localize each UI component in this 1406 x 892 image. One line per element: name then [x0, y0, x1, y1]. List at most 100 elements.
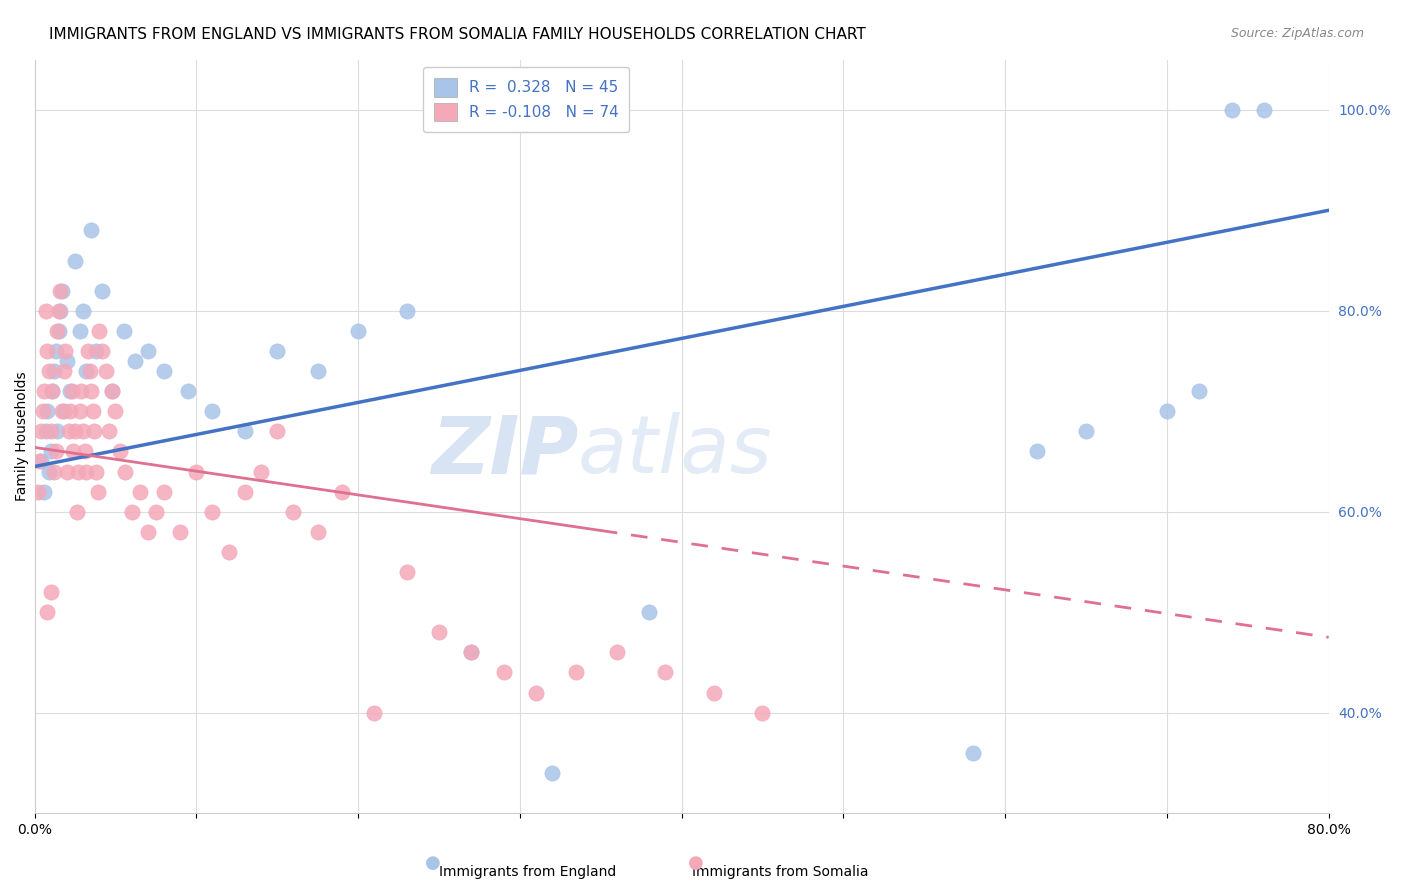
Point [30, 454, 52, 468]
Point [72, 303, 94, 318]
Point [70, 384, 93, 399]
Point [30, 425, 52, 439]
Point [112, 324, 135, 338]
Point [49, 284, 72, 298]
Point [45, 343, 67, 358]
Point [75, 465, 97, 479]
Point [121, 505, 143, 519]
Point [201, 505, 224, 519]
Point [89, 324, 111, 338]
Point [307, 524, 329, 539]
Point [65, 505, 87, 519]
Text: Source: ZipAtlas.com: Source: ZipAtlas.com [1230, 27, 1364, 40]
Text: IMMIGRANTS FROM ENGLAND VS IMMIGRANTS FROM SOMALIA FAMILY HOUSEHOLDS CORRELATION: IMMIGRANTS FROM ENGLAND VS IMMIGRANTS FR… [49, 27, 866, 42]
Point [32, 484, 55, 499]
Point [395, 303, 418, 318]
Point [35, 303, 58, 318]
Point [80, 384, 103, 399]
Point [124, 354, 146, 368]
Point [1253, 103, 1275, 117]
Point [79, 364, 101, 378]
Point [59, 384, 82, 399]
Point [98, 425, 121, 439]
Text: ●: ● [688, 855, 704, 872]
Point [233, 425, 256, 439]
Point [347, 324, 370, 338]
Point [37, 404, 59, 418]
Point [201, 404, 224, 418]
Point [250, 465, 273, 479]
Point [60, 384, 83, 399]
Point [186, 465, 208, 479]
Point [27, 484, 49, 499]
Point [565, 665, 588, 680]
Point [67, 465, 90, 479]
Point [307, 364, 329, 378]
Point [82, 404, 104, 418]
Text: Immigrants from England: Immigrants from England [439, 864, 616, 879]
Point [38, 465, 60, 479]
Point [91, 343, 114, 358]
Point [363, 706, 385, 720]
Point [110, 444, 132, 458]
Point [42, 465, 65, 479]
Point [654, 665, 676, 680]
Point [86, 484, 108, 499]
Point [75, 364, 97, 378]
Point [83, 425, 105, 439]
Point [153, 484, 176, 499]
Point [51, 404, 73, 418]
Legend: R =  0.328   N = 45, R = -0.108   N = 74: R = 0.328 N = 45, R = -0.108 N = 74 [423, 67, 630, 132]
Point [72, 425, 94, 439]
Point [56, 465, 79, 479]
Point [39, 444, 62, 458]
Point [31, 404, 53, 418]
Point [48, 324, 70, 338]
Point [63, 253, 86, 268]
Point [638, 605, 661, 619]
Point [524, 685, 547, 699]
Point [37, 605, 59, 619]
Point [218, 545, 240, 559]
Point [283, 505, 305, 519]
Point [52, 364, 75, 378]
Point [541, 766, 564, 780]
Text: Immigrants from Somalia: Immigrants from Somalia [692, 864, 869, 879]
Point [45, 444, 67, 458]
Point [69, 324, 91, 338]
Point [114, 465, 136, 479]
Text: ZIP: ZIP [430, 412, 578, 491]
Point [80, 223, 103, 237]
Point [606, 645, 628, 659]
Point [1188, 384, 1211, 399]
Point [136, 343, 159, 358]
Point [751, 706, 773, 720]
Point [41, 384, 63, 399]
Point [233, 484, 256, 499]
Point [1220, 103, 1243, 117]
Point [48, 303, 70, 318]
Point [51, 284, 73, 298]
Point [395, 565, 418, 579]
Point [266, 343, 288, 358]
Point [703, 685, 725, 699]
Point [1026, 444, 1049, 458]
Point [94, 364, 117, 378]
Point [460, 645, 482, 659]
Point [28, 454, 51, 468]
Point [266, 425, 288, 439]
Point [63, 425, 86, 439]
Point [39, 425, 62, 439]
Y-axis label: Family Households: Family Households [15, 372, 30, 501]
Point [49, 303, 72, 318]
Point [492, 665, 515, 680]
Point [1074, 425, 1097, 439]
Point [52, 404, 75, 418]
Point [101, 384, 124, 399]
Point [460, 645, 482, 659]
Point [1156, 404, 1178, 418]
Point [91, 284, 114, 298]
Point [39, 585, 62, 599]
Point [177, 384, 200, 399]
Point [962, 746, 984, 760]
